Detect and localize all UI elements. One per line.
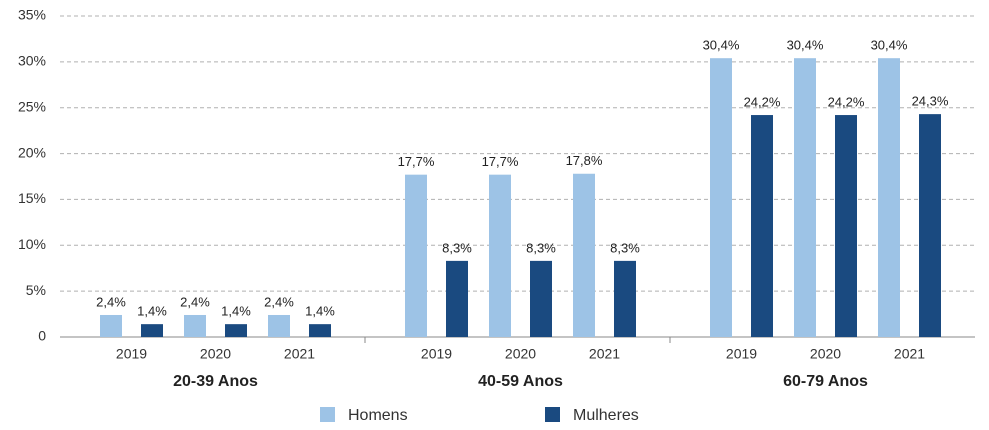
bar <box>141 324 163 337</box>
bar <box>405 174 427 337</box>
value-label: 2,4% <box>264 294 294 309</box>
y-tick-label: 5% <box>26 282 46 298</box>
y-tick-label: 35% <box>18 7 46 23</box>
y-tick-label: 10% <box>18 236 46 252</box>
value-label: 1,4% <box>221 304 251 319</box>
bar <box>489 174 511 337</box>
value-label: 30,4% <box>787 38 824 53</box>
x-tick-label: 2021 <box>284 346 315 362</box>
bar <box>225 324 247 337</box>
value-label: 17,7% <box>398 154 435 169</box>
bar <box>710 58 732 338</box>
bar <box>446 260 468 337</box>
y-tick-label: 25% <box>18 98 46 114</box>
x-tick-label: 2019 <box>421 346 452 362</box>
x-tick-label: 2021 <box>894 346 925 362</box>
group-label: 60-79 Anos <box>783 373 868 390</box>
value-label: 17,8% <box>566 153 603 168</box>
y-tick-label: 30% <box>18 53 46 69</box>
x-tick-label: 2020 <box>200 346 231 362</box>
x-tick-label: 2020 <box>810 346 841 362</box>
value-label: 8,3% <box>526 240 556 255</box>
x-tick-label: 2021 <box>589 346 620 362</box>
value-label: 17,7% <box>482 154 519 169</box>
value-label: 24,2% <box>744 94 781 109</box>
bar <box>919 114 941 338</box>
value-label: 2,4% <box>96 294 126 309</box>
value-label: 1,4% <box>305 304 335 319</box>
legend-label: Homens <box>348 407 408 424</box>
x-tick-label: 2020 <box>505 346 536 362</box>
bar <box>184 314 206 337</box>
group-label: 20-39 Anos <box>173 373 258 390</box>
x-tick-label: 2019 <box>726 346 757 362</box>
value-label: 8,3% <box>610 240 640 255</box>
bar <box>100 314 122 337</box>
bar <box>268 314 290 337</box>
x-tick-label: 2019 <box>116 346 147 362</box>
bar <box>878 58 900 338</box>
bar <box>309 324 331 337</box>
legend-swatch <box>545 407 560 422</box>
legend-label: Mulheres <box>573 407 639 424</box>
bar <box>573 173 595 337</box>
y-tick-label: 20% <box>18 144 46 160</box>
value-label: 30,4% <box>871 38 908 53</box>
value-label: 30,4% <box>703 38 740 53</box>
bar <box>614 260 636 337</box>
y-tick-label: 0 <box>38 328 46 344</box>
bar <box>751 115 773 338</box>
value-label: 24,3% <box>912 94 949 109</box>
value-label: 24,2% <box>828 94 865 109</box>
value-label: 8,3% <box>442 240 472 255</box>
legend-swatch <box>320 407 335 422</box>
bar <box>794 58 816 338</box>
value-label: 1,4% <box>137 304 167 319</box>
group-label: 40-59 Anos <box>478 373 563 390</box>
bar <box>530 260 552 337</box>
bar <box>835 115 857 338</box>
y-tick-label: 15% <box>18 190 46 206</box>
value-label: 2,4% <box>180 294 210 309</box>
